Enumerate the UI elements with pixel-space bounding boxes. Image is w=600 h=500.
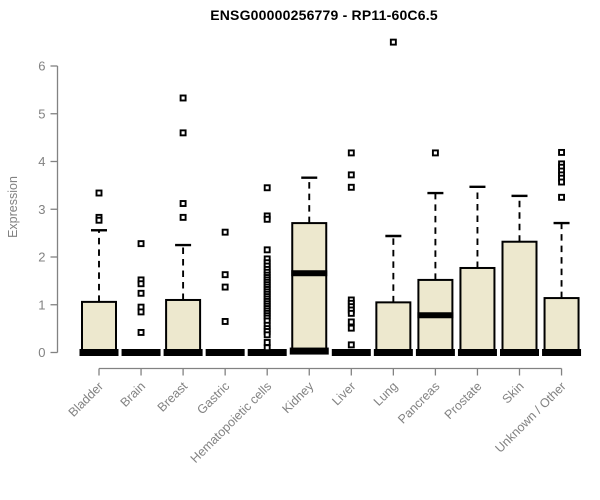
x-tick-label-prostate: Prostate: [442, 379, 485, 422]
outlier-point: [347, 171, 355, 179]
min-bar: [79, 349, 119, 356]
boxplot-liver: [331, 149, 371, 356]
outlier-point: [263, 215, 271, 223]
outlier-point: [221, 228, 229, 236]
collapsed-box-bar: [247, 349, 287, 356]
box-rect: [543, 297, 580, 354]
outlier-point: [558, 193, 565, 201]
x-tick-label-hematopoietic-cells: Hematopoietic cells: [188, 379, 275, 466]
collapsed-box-bar: [331, 349, 371, 356]
box-rect: [81, 300, 117, 354]
median-bar: [417, 312, 454, 319]
outlier-point: [263, 339, 271, 346]
chart-title: ENSG00000256779 - RP11-60C6.5: [210, 7, 438, 23]
box-rect: [501, 240, 538, 354]
x-tick-label-gastric: Gastric: [194, 379, 232, 417]
x-tick-label-kidney: Kidney: [279, 379, 316, 416]
boxplot-gastric: [205, 228, 245, 356]
boxplot-breast: [163, 94, 203, 356]
outlier-point: [347, 341, 355, 349]
y-tick-label: 1: [38, 297, 45, 312]
collapsed-box-bar: [205, 349, 245, 356]
boxplot-brain: [121, 240, 161, 356]
y-tick-label: 4: [38, 154, 45, 169]
y-axis: 0 1 2 3 4 5 6: [38, 59, 59, 360]
outlier-point: [137, 280, 145, 288]
boxplot-skin: [500, 194, 539, 356]
x-tick-label-breast: Breast: [155, 379, 191, 415]
outlier-point: [95, 189, 103, 197]
min-bar: [542, 349, 582, 356]
outlier-point: [137, 308, 145, 316]
x-tick-label-pancreas: Pancreas: [395, 379, 442, 426]
outlier-point: [137, 328, 145, 336]
y-tick-label: 0: [38, 345, 45, 360]
min-bar: [373, 349, 413, 356]
outlier-point: [347, 318, 355, 326]
boxplot-hematopoietic-cells: [247, 184, 287, 356]
box-rect: [375, 301, 412, 354]
boxplot-pancreas: [415, 149, 455, 356]
boxplot-bladder: [79, 189, 119, 356]
outlier-point: [263, 184, 271, 192]
outlier-point: [347, 309, 355, 317]
x-tick-label-bladder: Bladder: [66, 379, 106, 419]
x-tick-label-lung: Lung: [371, 379, 401, 409]
boxplot-unknown-other: [542, 148, 582, 356]
y-tick-label: 3: [38, 202, 45, 217]
boxplot-prostate: [457, 185, 497, 356]
outlier-point: [179, 213, 187, 221]
x-tick-label-liver: Liver: [329, 379, 358, 408]
y-tick-label: 5: [38, 106, 45, 121]
min-bar: [163, 349, 203, 356]
collapsed-box-bar: [121, 349, 161, 356]
outlier-point: [347, 183, 355, 191]
outlier-point: [389, 38, 397, 46]
outlier-point: [179, 200, 187, 207]
outlier-point: [221, 318, 229, 325]
x-tick-label-skin: Skin: [500, 379, 527, 406]
outlier-point: [137, 240, 145, 248]
outlier-point: [431, 149, 439, 157]
min-bar: [500, 349, 539, 356]
min-bar: [457, 349, 497, 356]
outlier-point: [263, 246, 271, 254]
y-tick-label: 6: [38, 59, 45, 74]
min-bar: [415, 349, 455, 356]
outlier-point: [263, 344, 271, 352]
x-tick-label-brain: Brain: [118, 379, 149, 410]
outlier-point: [221, 271, 229, 279]
boxplot-kidney: [289, 176, 329, 355]
box-rect: [165, 298, 202, 354]
outlier-point: [347, 149, 355, 157]
y-tick-label: 2: [38, 250, 45, 265]
outlier-point: [137, 289, 145, 297]
box-rect: [291, 222, 328, 353]
outlier-point: [347, 324, 355, 332]
boxplot-lung: [373, 38, 413, 356]
min-bar: [289, 347, 329, 355]
outlier-point: [558, 178, 565, 186]
x-tick-label-unknown-other: Unknown / Other: [492, 379, 568, 455]
outlier-point: [221, 283, 229, 291]
outlier-point: [263, 331, 271, 339]
box-rect: [459, 266, 496, 354]
median-bar: [291, 270, 328, 277]
outlier-point: [179, 94, 187, 102]
outlier-point: [558, 148, 565, 156]
outlier-point: [179, 129, 187, 137]
outlier-point: [95, 216, 103, 224]
